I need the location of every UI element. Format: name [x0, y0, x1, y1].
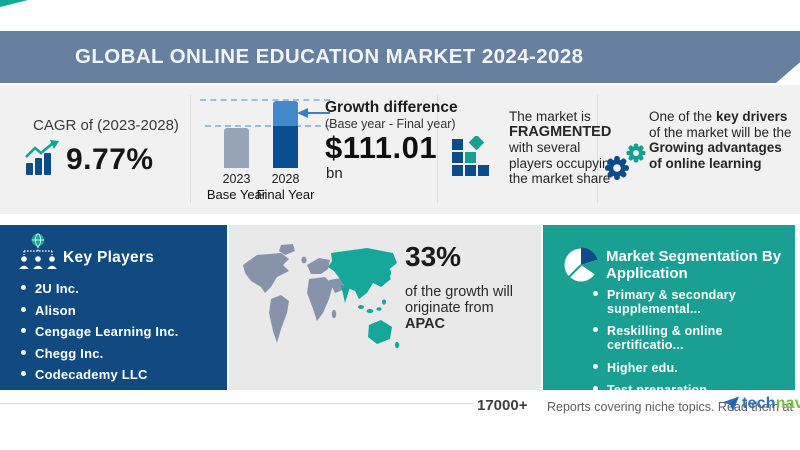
apac-line: of the growth will: [405, 284, 513, 300]
footer-rule: [0, 403, 473, 404]
logo-text-navio: navio: [775, 395, 800, 412]
page-title: GLOBAL ONLINE EDUCATION MARKET 2024-2028: [75, 45, 584, 68]
fragmented-line: with several: [509, 140, 581, 155]
fragmented-line: players occupying: [509, 155, 618, 171]
key-driver-line: One of the key drivers: [649, 109, 799, 125]
dashed-leader-line: [200, 99, 330, 101]
section-divider: [190, 95, 191, 203]
segmentation-item: Test preparation: [592, 383, 800, 397]
segmentation-item: Primary & secondary supplemental...: [592, 288, 800, 316]
paper-plane-icon: [722, 396, 739, 411]
top-summary-panel: [0, 85, 800, 214]
apac-line: originate from: [405, 300, 494, 316]
segmentation-item: Reskilling & online certificatio...: [592, 324, 800, 352]
key-player-item: Codecademy LLC: [20, 367, 179, 382]
apac-percentage: 33%: [405, 241, 462, 272]
title-bar: GLOBAL ONLINE EDUCATION MARKET 2024-2028: [0, 31, 800, 83]
fragmented-text: The market is FRAGMENTED with several pl…: [509, 109, 629, 187]
apac-region: APAC: [405, 316, 446, 332]
bar2-sub-label: Final Year: [256, 187, 315, 202]
key-driver-bold: key drivers: [716, 109, 788, 124]
cagr-label: CAGR of (2023-2028): [33, 117, 179, 134]
bar-2028: [273, 101, 298, 168]
world-map-apac-highlighted: [243, 244, 399, 349]
left-arrow-icon: [297, 108, 330, 118]
fragmented-squares-icon: [452, 136, 489, 176]
key-driver-line-bold: Growing advantages: [649, 140, 782, 155]
logo-text-tech: tech: [742, 395, 776, 412]
fragmented-line-bold: FRAGMENTED: [509, 123, 612, 140]
key-player-item: Chegg Inc.: [20, 346, 179, 361]
gears-icon: [605, 143, 646, 180]
bar-2023: [224, 128, 249, 168]
section-divider: [437, 95, 438, 203]
key-player-item: Alison: [20, 303, 179, 318]
pie-chart-icon: [564, 247, 599, 282]
key-player-item: 2U Inc.: [20, 281, 179, 296]
segmentation-title: Market Segmentation By Application: [606, 248, 786, 282]
reports-count: 17000+: [477, 397, 528, 414]
key-driver-line: of the market will be the: [649, 124, 792, 140]
segmentation-item: Language & casual learning: [592, 405, 800, 419]
key-driver-prefix: One of the: [649, 109, 713, 124]
segmentation-list: Primary & secondary supplemental... Resk…: [592, 288, 800, 427]
key-driver-text: One of the key drivers of the market will…: [649, 109, 799, 171]
section-divider: [597, 95, 598, 203]
growth-difference-value: $111.01: [325, 130, 438, 165]
apac-text: of the growth will originate from APAC: [405, 284, 513, 332]
people-globe-hierarchy-icon: [19, 233, 57, 269]
segmentation-item: Higher edu.: [592, 361, 800, 375]
fragmented-line: The market is: [509, 109, 591, 124]
bar1-year-label: 2023: [222, 172, 251, 186]
bar-chart-up-arrow-icon: [25, 140, 59, 175]
dashed-leader-line: [205, 125, 331, 127]
technavio-logo[interactable]: technavio™: [722, 395, 800, 413]
bar2-year-label: 2028: [271, 172, 300, 186]
key-player-item: Cengage Learning Inc.: [20, 324, 179, 339]
teal-corner-accent: [0, 0, 28, 7]
segmentation-title-line: Application: [606, 265, 688, 282]
growth-difference-heading: Growth difference: [325, 99, 458, 116]
bar1-sub-label: Base Year: [206, 187, 267, 202]
key-players-title: Key Players: [63, 249, 155, 266]
growth-difference-subheading: (Base year - Final year): [325, 117, 456, 131]
fragmented-line: the market share: [509, 171, 611, 186]
key-driver-line-bold: of online learning: [649, 155, 762, 171]
cagr-value: 9.77%: [66, 143, 154, 176]
key-players-list: 2U Inc. Alison Cengage Learning Inc. Che…: [20, 281, 179, 389]
segmentation-title-line: Market Segmentation By: [606, 248, 782, 265]
growth-difference-unit: bn: [326, 165, 343, 182]
key-players-box: [0, 225, 227, 390]
